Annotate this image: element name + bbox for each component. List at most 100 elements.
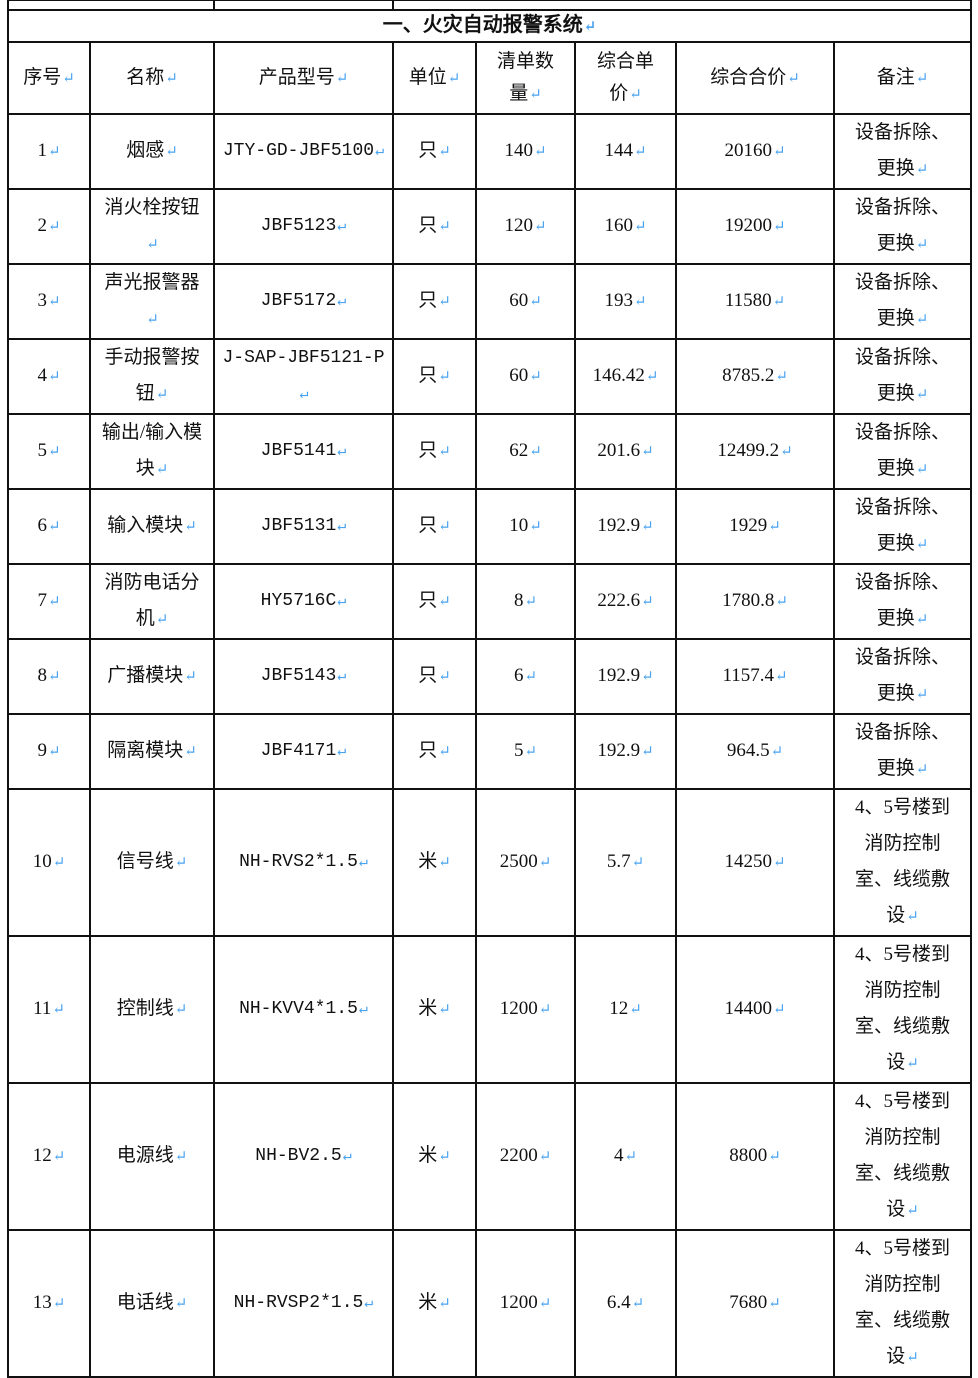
cell-text: 120 [504, 215, 533, 236]
cell-name: 手动报警按钮↵ [89, 338, 215, 415]
cell-name: 广播模块↵ [89, 638, 215, 715]
cell-unit-price: 192.9↵ [574, 488, 677, 565]
cell-text: 8800 [729, 1145, 768, 1166]
cell-total-price: 8785.2↵ [675, 338, 835, 415]
paragraph-mark-icon: ↵ [524, 744, 538, 760]
cell-text: J-SAP-JBF5121-P [222, 348, 385, 368]
cell-text: 222.6 [597, 590, 641, 611]
cell-text: HY5716C [260, 591, 337, 611]
cell-quantity: 8↵ [475, 563, 576, 640]
cell-unit: 只↵ [392, 413, 477, 490]
paragraph-mark-icon: ↵ [529, 294, 542, 310]
paragraph-mark-icon: ↵ [529, 519, 542, 535]
cell-text: 只 [418, 215, 438, 236]
cell-text: 2500 [499, 851, 538, 872]
cell-text: 只 [418, 590, 438, 611]
cell-index: 13↵ [7, 1229, 91, 1378]
paragraph-mark-icon: ↵ [780, 444, 793, 460]
cell-text: 只 [418, 290, 438, 311]
cell-text: 输出/输入模块 [101, 422, 203, 479]
cell-index: 8↵ [7, 638, 91, 715]
cell-text: 13 [32, 1292, 52, 1313]
cell-total-price: 11580↵ [675, 263, 835, 340]
cell-remark: 设备拆除、更换↵ [833, 113, 972, 190]
cell-text: 只 [418, 440, 438, 461]
section-title-text: 一、火灾自动报警系统 [382, 14, 583, 36]
paragraph-mark-icon: ↵ [165, 144, 178, 160]
cell-index: 3↵ [7, 263, 91, 340]
paragraph-mark-icon: ↵ [342, 1148, 352, 1165]
cell-unit-price: 6.4↵ [574, 1229, 677, 1378]
paragraph-mark-icon: ↵ [624, 1149, 638, 1165]
cell-text: NH-KVV4*1.5 [239, 999, 358, 1019]
paragraph-mark-icon: ↵ [375, 143, 385, 160]
paragraph-mark-icon: ↵ [47, 744, 61, 760]
paragraph-mark-icon: ↵ [364, 1295, 374, 1312]
cell-quantity: 1200↵ [475, 1229, 576, 1378]
cell-quantity: 2200↵ [475, 1082, 576, 1231]
paragraph-mark-icon: ↵ [631, 1296, 645, 1312]
cell-text: JBF4171 [260, 741, 337, 761]
cell-text: 14400 [724, 998, 772, 1019]
cell-text: 1200 [499, 1292, 538, 1313]
cell-text: 964.5 [726, 740, 770, 761]
cell-text: 4 [613, 1145, 624, 1166]
paragraph-mark-icon: ↵ [438, 1296, 451, 1312]
paragraph-mark-icon: ↵ [529, 444, 542, 460]
cell-text: 清单数量 [497, 50, 555, 104]
paragraph-mark-icon: ↵ [337, 293, 347, 310]
paragraph-mark-icon: ↵ [633, 144, 647, 160]
cell-remark: 设备拆除、更换↵ [833, 188, 972, 265]
table-row: 6↵ 输入模块↵ JBF5131↵ 只↵ 10↵ 192.9↵ 1929↵ 设备拆除、更换↵ [7, 488, 972, 565]
cell-text: 1200 [499, 998, 538, 1019]
section-title: 一、火灾自动报警系统↵ [7, 9, 972, 43]
cell-text: 4、5号楼到消防控制室、线缆敷设 [854, 797, 950, 926]
header-quantity: 清单数量↵ [475, 41, 576, 115]
paragraph-mark-icon: ↵ [174, 1149, 188, 1165]
cell-model: NH-BV2.5↵ [213, 1082, 394, 1231]
cell-text: 4、5号楼到消防控制室、线缆敷设 [854, 944, 950, 1073]
paragraph-mark-icon: ↵ [337, 668, 347, 685]
paragraph-mark-icon: ↵ [768, 1296, 781, 1312]
paragraph-mark-icon: ↵ [529, 86, 542, 103]
cell-text: JTY-GD-JBF5100 [222, 141, 375, 161]
paragraph-mark-icon: ↵ [438, 594, 451, 610]
cell-text: 12 [609, 998, 629, 1019]
header-unit: 单位↵ [392, 41, 477, 115]
cell-model: JBF5131↵ [213, 488, 394, 565]
paragraph-mark-icon: ↵ [633, 294, 647, 310]
paragraph-mark-icon: ↵ [533, 144, 547, 160]
paragraph-mark-icon: ↵ [906, 1056, 919, 1072]
cell-text: 144 [604, 140, 633, 161]
paragraph-mark-icon: ↵ [775, 594, 788, 610]
cell-unit-price: 4↵ [574, 1082, 677, 1231]
cell-text: 设备拆除、更换 [854, 422, 950, 479]
cell-unit: 只↵ [392, 638, 477, 715]
cell-name: 电话线↵ [89, 1229, 215, 1378]
cell-quantity: 5↵ [475, 713, 576, 790]
cell-index: 10↵ [7, 788, 91, 937]
cell-text: 8 [513, 590, 524, 611]
cell-name: 控制线↵ [89, 935, 215, 1084]
paragraph-mark-icon: ↵ [915, 537, 929, 553]
paragraph-mark-icon: ↵ [915, 237, 929, 253]
table-row: 5↵ 输出/输入模块↵ JBF5141↵ 只↵ 62↵ 201.6↵ 12499.2↵ 设备拆… [7, 413, 972, 490]
paragraph-mark-icon: ↵ [52, 1149, 66, 1165]
cell-text: 146.42 [592, 365, 645, 386]
cell-text: 只 [418, 140, 438, 161]
cell-name: 电源线↵ [89, 1082, 215, 1231]
paragraph-mark-icon: ↵ [155, 387, 169, 403]
paragraph-mark-icon: ↵ [633, 219, 647, 235]
cell-text: 综合合价 [710, 66, 787, 88]
cell-quantity: 60↵ [475, 338, 576, 415]
cell-unit: 只↵ [392, 713, 477, 790]
cell-text: 19200 [724, 215, 772, 236]
cell-name: 消防电话分机↵ [89, 563, 215, 640]
table-row: 13↵ 电话线↵ NH-RVSP2*1.5↵ 米↵ 1200↵ 6.4↵ 7680↵ 4、5号… [7, 1229, 972, 1378]
cell-text: 60 [509, 365, 529, 386]
paragraph-mark-icon: ↵ [770, 744, 784, 760]
cell-text: 10 [509, 515, 529, 536]
cell-unit-price: 201.6↵ [574, 413, 677, 490]
cell-text: 电源线 [116, 1145, 174, 1166]
cell-text: 只 [418, 515, 438, 536]
